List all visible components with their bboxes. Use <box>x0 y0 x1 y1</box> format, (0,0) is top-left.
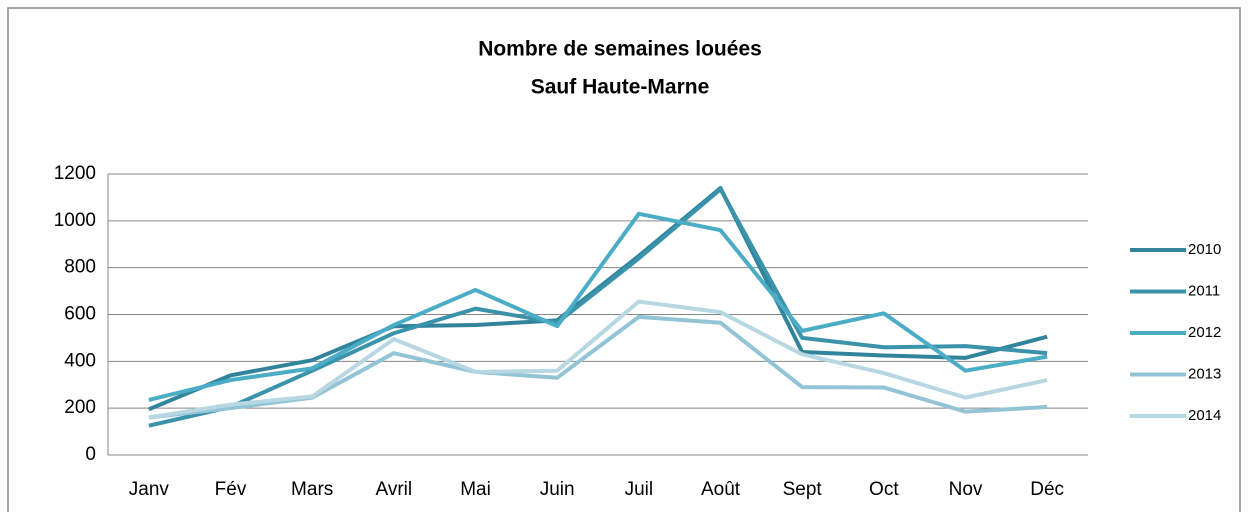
x-tick-label: Fév <box>215 479 247 500</box>
x-tick-label: Oct <box>869 479 899 500</box>
x-tick-label: Août <box>701 479 741 500</box>
legend-label: 2011 <box>1188 282 1220 299</box>
y-tick-label: 200 <box>64 397 96 418</box>
series-line <box>148 187 1048 428</box>
x-tick-label: Juil <box>625 479 654 500</box>
y-tick-label: 1200 <box>54 163 96 184</box>
x-tick-label: Juin <box>540 479 575 500</box>
y-tick-label: 400 <box>64 350 96 371</box>
y-tick-label: 600 <box>64 304 96 325</box>
chart-subtitle: Sauf Haute-Marne <box>531 76 710 99</box>
legend-label: 2014 <box>1188 407 1221 424</box>
x-tick-label: Janv <box>129 479 170 500</box>
x-tick-label: Mai <box>460 479 491 500</box>
legend-label: 2012 <box>1188 324 1221 341</box>
x-tick-label: Sept <box>783 479 823 500</box>
y-tick-label: 1000 <box>54 210 96 231</box>
x-tick-label: Déc <box>1030 479 1064 500</box>
series-line <box>148 299 1048 420</box>
chart-border <box>7 7 1241 512</box>
series-line <box>148 211 1048 402</box>
legend-label: 2013 <box>1188 365 1221 382</box>
y-tick-label: 800 <box>64 257 96 278</box>
x-tick-label: Avril <box>376 479 413 500</box>
x-tick-label: Mars <box>291 479 333 500</box>
x-tick-label: Nov <box>949 479 983 500</box>
y-tick-label: 0 <box>85 444 96 465</box>
legend-label: 2010 <box>1188 241 1221 258</box>
chart-title: Nombre de semaines louées <box>478 38 762 61</box>
